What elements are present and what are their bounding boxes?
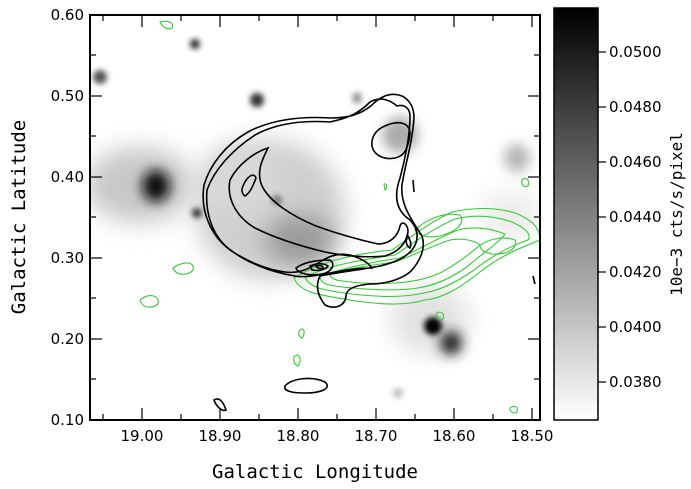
xray-image <box>90 15 540 420</box>
colorbar-tick-label: 0.0480 <box>609 98 662 116</box>
y-tick-label: 0.20 <box>51 330 84 348</box>
colorbar-tick-label: 0.0440 <box>609 208 662 226</box>
x-tick-label: 19.00 <box>121 427 164 445</box>
x-axis: 19.00 18.90 18.80 18.70 18.60 18.50 Gala… <box>102 15 554 483</box>
y-axis-label: Galactic Latitude <box>8 120 30 314</box>
y-axis: 0.60 0.50 0.40 0.30 0.20 0.10 Galactic L… <box>8 6 540 429</box>
colorbar-label: 10e−3 cts/s/pixel <box>667 132 686 296</box>
x-tick-label: 18.90 <box>199 427 242 445</box>
y-tick-label: 0.40 <box>51 168 84 186</box>
x-tick-label: 18.60 <box>433 427 476 445</box>
y-tick-label: 0.10 <box>51 411 84 429</box>
colorbar-tick-label: 0.0380 <box>609 373 662 391</box>
colorbar-tick-label: 0.0420 <box>609 263 662 281</box>
colorbar-tick-label: 0.0500 <box>609 43 662 61</box>
colorbar-gradient <box>553 7 599 421</box>
x-tick-label: 18.70 <box>355 427 398 445</box>
y-tick-label: 0.60 <box>51 6 84 24</box>
x-axis-label: Galactic Longitude <box>212 461 418 483</box>
black-contours <box>202 93 536 412</box>
y-tick-label: 0.30 <box>51 249 84 267</box>
y-tick-label: 0.50 <box>51 87 84 105</box>
colorbar-tick-label: 0.0460 <box>609 153 662 171</box>
x-tick-label: 18.50 <box>511 427 554 445</box>
colorbar-tick-label: 0.0400 <box>609 318 662 336</box>
colorbar: 0.0500 0.0480 0.0460 0.0440 0.0420 0.040… <box>553 7 686 421</box>
x-tick-label: 18.80 <box>277 427 320 445</box>
